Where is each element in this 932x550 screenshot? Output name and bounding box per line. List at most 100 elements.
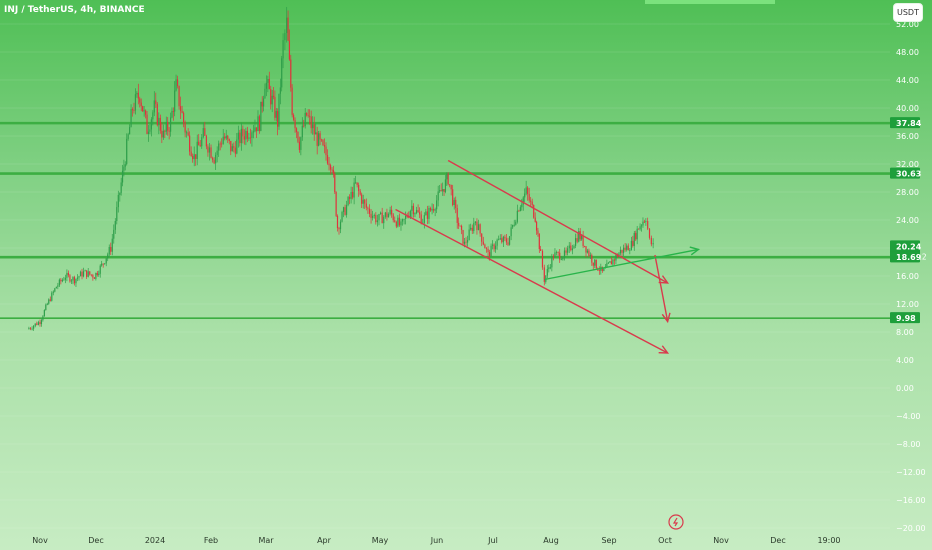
candle-body (647, 221, 649, 229)
candle-body (243, 136, 245, 140)
candle-body (190, 151, 192, 157)
trendlines[interactable] (395, 159, 701, 354)
price-badge-label: 37.84 (896, 119, 922, 128)
candle-body (201, 137, 203, 147)
price-axis[interactable]: 52.00 48.00 44.00 40.00 36.00 32.00 28.00 24.00… (896, 20, 926, 533)
candle-body (574, 238, 577, 246)
candle-body (347, 197, 349, 205)
candle-body (392, 214, 394, 221)
y-tick-label: −8.00 (896, 440, 921, 449)
candle-body (86, 270, 88, 277)
trendline[interactable] (395, 208, 668, 354)
candle-body (297, 131, 299, 142)
candle-body (139, 98, 141, 103)
y-tick-label: 40.00 (896, 104, 919, 113)
trendline[interactable] (447, 159, 668, 284)
currency-button[interactable]: USDT (893, 3, 923, 22)
trendline[interactable] (544, 248, 699, 281)
candle-body (312, 124, 314, 129)
candle-body (465, 241, 467, 243)
candle-body (378, 214, 380, 221)
candle-body (470, 227, 472, 230)
x-tick-label: Oct (658, 536, 672, 545)
candle-body (578, 231, 580, 242)
candle-body (105, 258, 107, 264)
candle-body (372, 215, 374, 218)
candle-body (452, 189, 454, 205)
candle-body (507, 242, 509, 245)
candle-body (184, 122, 186, 133)
candle-body (181, 111, 183, 113)
candle-body (409, 210, 411, 217)
candle-body (582, 235, 584, 246)
candle-body (231, 146, 233, 152)
candle-body (319, 133, 321, 140)
candle-body (40, 320, 43, 325)
candle-body (538, 234, 540, 250)
candle-body (485, 248, 488, 250)
x-tick-label: 19:00 (817, 536, 840, 545)
candle-body (236, 139, 238, 154)
candle-body (328, 163, 330, 166)
candle-body (537, 230, 539, 235)
candle-body (338, 228, 340, 230)
candle-body (36, 323, 38, 325)
candle-body (585, 246, 587, 253)
candle-body (633, 232, 635, 246)
y-tick-label: 32.00 (896, 160, 919, 169)
time-axis[interactable]: Nov Dec 2024 Feb Mar Apr May Jun Jul Aug Sep Oct Nov… (32, 536, 840, 545)
candle-body (474, 221, 476, 223)
candle-body (127, 134, 129, 139)
candle-body (213, 159, 215, 164)
candle-body (64, 277, 66, 280)
horizontal-levels[interactable] (0, 121, 890, 319)
candle-body (288, 40, 291, 60)
candle-body (98, 273, 100, 275)
candle-body (482, 241, 484, 245)
candle-body (202, 128, 204, 138)
candle-body (278, 93, 280, 127)
candle-body (368, 208, 371, 214)
candle-body (412, 205, 415, 215)
candle-body (512, 224, 514, 228)
candle-body (516, 210, 518, 222)
tradingview-logo-icon[interactable] (668, 514, 684, 530)
trendline[interactable] (654, 254, 669, 322)
candle-body (322, 140, 324, 146)
candle-body (376, 220, 379, 223)
candle-body (459, 225, 461, 227)
candle-body (356, 182, 358, 185)
candle-body (606, 263, 608, 267)
candle-body (318, 133, 320, 146)
candle-body (502, 236, 504, 243)
candle-body (136, 92, 138, 95)
candle-body (73, 277, 76, 284)
candle-body (183, 112, 185, 123)
candle-body (111, 238, 113, 252)
candle-body (342, 207, 345, 213)
candle-body (521, 204, 523, 208)
candle-body (387, 214, 390, 218)
candle-body (57, 285, 59, 287)
candle-body (379, 212, 382, 215)
candle-body (67, 272, 70, 276)
candle-body (298, 141, 301, 150)
candle-body (294, 119, 296, 129)
candle-body (455, 199, 457, 208)
candle-body (99, 265, 101, 274)
candle-body (303, 125, 305, 127)
candle-body (595, 259, 597, 269)
candle-body (449, 184, 451, 186)
x-tick-label: Apr (317, 536, 332, 545)
candle-body (54, 288, 56, 292)
candle-body (335, 191, 337, 216)
top-banner (645, 0, 775, 4)
candle-body (268, 78, 270, 90)
price-badge (890, 117, 920, 129)
candle-body (336, 215, 339, 229)
candle-body (66, 272, 68, 278)
candle-body (440, 190, 442, 192)
candle-body (420, 214, 422, 224)
